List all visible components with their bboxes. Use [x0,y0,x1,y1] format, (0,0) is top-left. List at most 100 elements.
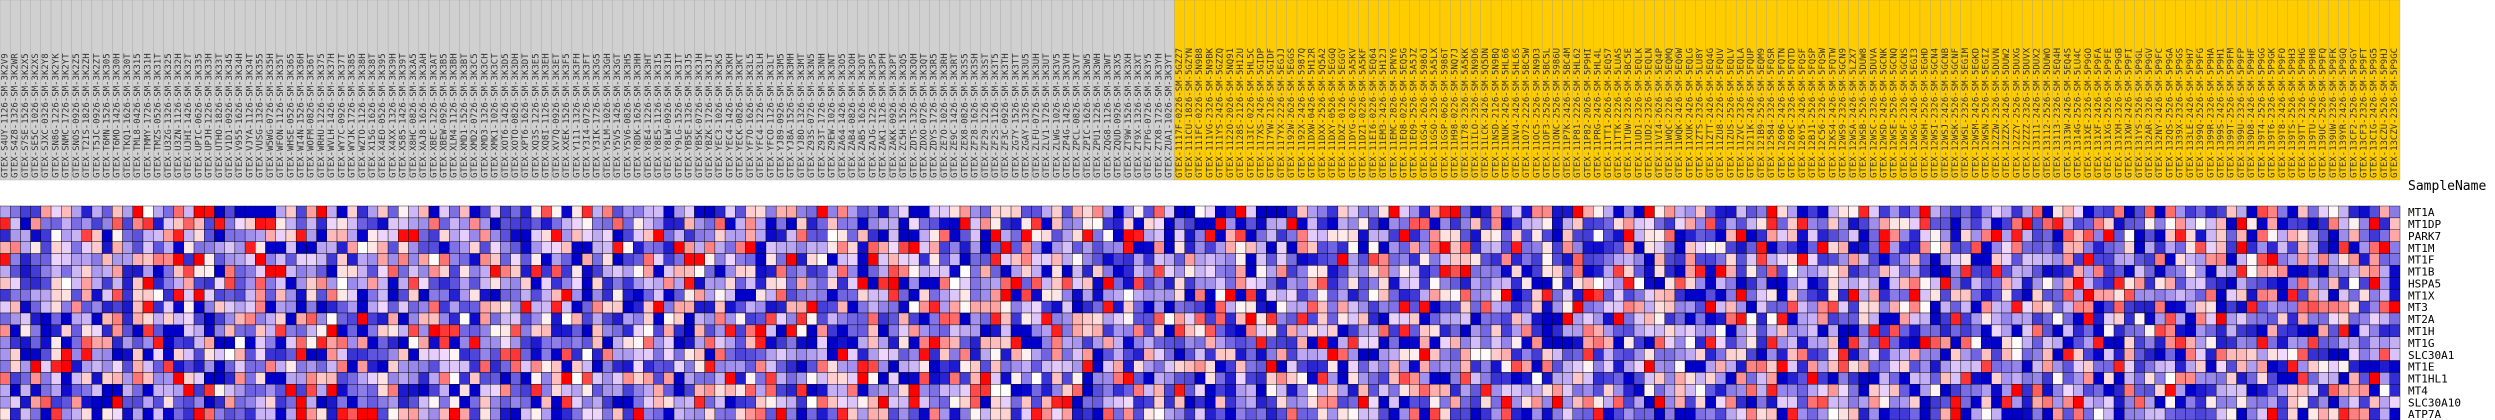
heatmap-cell [510,300,522,314]
heatmap-cell [653,253,665,266]
heatmap-cell [490,407,501,420]
heatmap-cell [990,300,1002,314]
heatmap-cell [275,348,287,361]
heatmap-cell [2267,407,2278,420]
heatmap-cell [1112,407,1124,420]
column-label: GTEX-Y8DK-1626-SM-3K3HH [634,53,644,178]
heatmap-cell [387,265,399,278]
heatmap-cell [347,205,358,219]
heatmap-cell [2021,253,2033,266]
heatmap-cell [81,324,93,337]
heatmap-cell [2185,348,2196,361]
heatmap-cell [2297,372,2309,385]
heatmap-cell [10,277,21,290]
heatmap-cell [1061,205,1073,219]
heatmap-cell [1960,253,1972,266]
heatmap-cell [2011,300,2023,314]
heatmap-cell [2011,277,2023,290]
heatmap-cell [336,229,348,242]
heatmap-cell [1174,360,1185,373]
heatmap-cell [704,241,716,254]
heatmap-cell [724,241,736,254]
heatmap-cell [122,289,133,302]
heatmap-cell [1705,407,1716,420]
heatmap-cell [2389,348,2401,361]
heatmap-cell [377,217,389,230]
heatmap-cell [1358,229,1369,242]
heatmap-cell [745,265,756,278]
heatmap-cell [1531,217,1543,230]
heatmap-cell [1501,396,1512,409]
heatmap-cell [673,241,685,254]
heatmap-cell [500,348,511,361]
heatmap-cell [469,360,481,373]
heatmap-cell [10,360,21,373]
heatmap-cell [2287,360,2299,373]
heatmap-cell [1531,277,1543,290]
heatmap-cell [2195,277,2207,290]
heatmap-cell [2154,277,2166,290]
heatmap-cell [1735,205,1747,219]
heatmap-cell [1153,360,1165,373]
heatmap-cell [1378,241,1390,254]
column-label: GTEX-ZTPG-0726-SM-3K3Y5 [1144,53,1154,178]
heatmap-cell [2358,336,2370,349]
heatmap-cell [755,336,767,349]
heatmap-cell [959,384,971,397]
heatmap-cell [2154,241,2166,254]
heatmap-cell [745,277,756,290]
heatmap-cell [50,205,62,219]
heatmap-cell [2246,372,2258,385]
heatmap-cell [1235,336,1247,349]
heatmap-cell [1756,372,1768,385]
heatmap-cell [786,229,797,242]
heatmap-cell [234,324,246,337]
heatmap-cell [2154,407,2166,420]
heatmap-cell [1991,229,2002,242]
heatmap-cell [1000,300,1012,314]
heatmap-cell [1613,336,1625,349]
heatmap-cell [1797,217,1808,230]
heatmap-cell [2113,289,2125,302]
heatmap-cell [1174,384,1185,397]
heatmap-cell [316,265,328,278]
heatmap-cell [2236,396,2248,409]
heatmap-cell [571,277,583,290]
heatmap-cell [2318,324,2329,337]
heatmap-cell [530,348,542,361]
heatmap-cell [163,372,174,385]
heatmap-cell [1194,396,1206,409]
heatmap-cell [1296,217,1308,230]
heatmap-cell [2369,312,2380,326]
heatmap-cell [551,217,562,230]
heatmap-cell [1276,336,1288,349]
heatmap-cell [275,372,287,385]
heatmap-cell [234,372,246,385]
column-label: GTEX-11ZUS-2526-SM-5EQLV [1726,47,1736,178]
heatmap-cell [1419,277,1430,290]
heatmap-cell [2297,265,2309,278]
heatmap-cell [878,241,889,254]
heatmap-cell [939,217,950,230]
heatmap-cell [428,384,440,397]
heatmap-cell [1072,324,1083,337]
heatmap-cell [653,336,665,349]
heatmap-cell [1807,205,1819,219]
heatmap-cell [2021,277,2033,290]
heatmap-cell [1909,241,1921,254]
heatmap-cell [2021,229,2033,242]
heatmap-cell [888,217,899,230]
heatmap-cell [367,384,379,397]
heatmap-cell [520,407,532,420]
heatmap-cell [1061,324,1073,337]
heatmap-cell [336,360,348,373]
heatmap-cell [571,229,583,242]
heatmap-cell [1204,384,1216,397]
heatmap-cell [1695,265,1706,278]
heatmap-cell [632,407,644,420]
heatmap-cell [224,348,236,361]
heatmap-cell [122,300,133,314]
heatmap-cell [1460,336,1471,349]
heatmap-cell [2318,205,2329,219]
heatmap-cell [1797,289,1808,302]
